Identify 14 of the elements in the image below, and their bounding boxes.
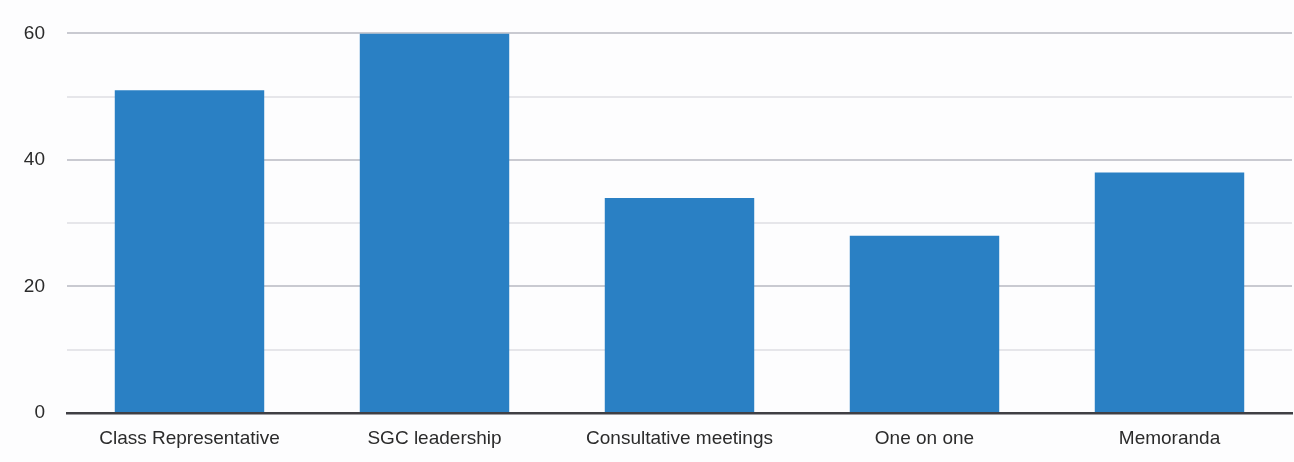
- x-tick-label: Consultative meetings: [586, 426, 773, 448]
- bar: [849, 235, 1000, 412]
- x-tick-label: Class Representative: [99, 426, 280, 448]
- y-tick-label: 40: [23, 148, 45, 170]
- y-tick-label: 60: [23, 21, 45, 43]
- x-tick-label: Memoranda: [1118, 426, 1221, 448]
- x-tick-label: One on one: [874, 426, 975, 448]
- bar: [359, 33, 510, 412]
- x-tick-label: SGC leadership: [367, 426, 502, 448]
- bar: [604, 197, 755, 412]
- bar: [114, 90, 265, 412]
- y-tick-label: 0: [34, 401, 45, 423]
- bar: [1094, 172, 1245, 412]
- y-tick-label: 20: [23, 274, 45, 296]
